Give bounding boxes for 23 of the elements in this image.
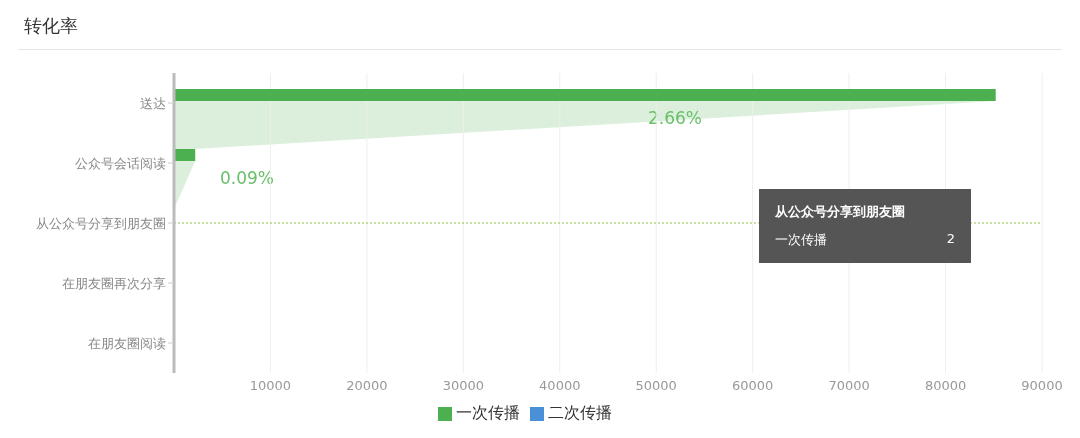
x-tick-label: 40000 <box>539 378 581 394</box>
annotation: 2 <box>946 231 955 248</box>
x-tick-label: 20000 <box>346 378 388 394</box>
x-tick-label: 70000 <box>828 378 870 394</box>
y-tick-label: 从公众号分享到朋友圈 <box>36 215 166 231</box>
x-tick-label: 30000 <box>442 378 485 394</box>
y-tick-label: 在朋友圈再次分享 <box>62 275 166 291</box>
annotation: 一次传播 <box>775 231 827 249</box>
x-tick-label: 50000 <box>635 378 677 394</box>
y-tick-label: 送达 <box>140 95 166 111</box>
chart-title: 转化率 <box>23 14 79 38</box>
legend-label: 一次传播 <box>456 403 520 422</box>
y-tick-label: 公众号会话阅读 <box>75 155 166 171</box>
annotation: 2.66% <box>648 108 703 128</box>
x-tick-label: 60000 <box>731 378 774 394</box>
x-tick-label: 10000 <box>249 378 292 394</box>
x-tick-label: 90000 <box>1021 378 1063 394</box>
annotation: 0.09% <box>220 168 275 188</box>
annotation: 从公众号分享到朋友圈 <box>775 203 906 221</box>
x-tick-label: 80000 <box>924 378 967 394</box>
legend-label: 二次传播 <box>548 403 612 422</box>
y-tick-label: 在朋友圈阅读 <box>88 335 166 351</box>
tooltip-box: 从公众号分享到朋友圈 一次传播 2 <box>759 189 971 263</box>
